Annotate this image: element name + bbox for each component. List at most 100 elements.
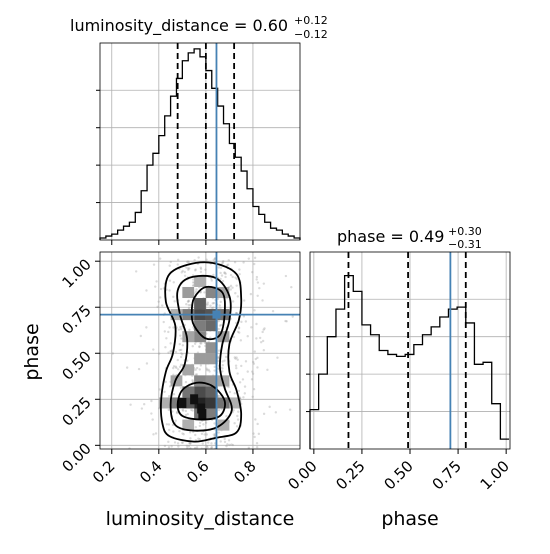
scatter-point <box>176 258 180 262</box>
scatter-point <box>217 327 220 331</box>
scatter-point <box>236 414 239 418</box>
scatter-point <box>150 399 153 403</box>
scatter-point <box>261 299 264 302</box>
scatter-point <box>221 360 224 363</box>
luminosity-title-main: luminosity_distance = 0.60 <box>70 16 288 36</box>
scatter-point <box>184 409 188 413</box>
tick-label-x-1: 0.4 <box>136 457 166 487</box>
tick-label-y-4: 1.00 <box>58 255 94 291</box>
scatter-point <box>185 266 188 269</box>
scatter-point <box>212 301 216 305</box>
scatter-point <box>200 432 204 436</box>
scatter-point <box>199 267 203 271</box>
scatter-point <box>187 261 191 264</box>
scatter-point <box>213 365 216 369</box>
scatter-point <box>181 432 184 435</box>
scatter-point <box>182 433 185 436</box>
scatter-point <box>209 304 212 307</box>
scatter-point <box>246 370 249 373</box>
scatter-point <box>187 300 190 303</box>
scatter-point <box>218 324 222 327</box>
scatter-point <box>167 423 171 426</box>
scatter-point <box>231 275 234 279</box>
scatter-point <box>210 279 213 282</box>
scatter-point <box>217 266 221 269</box>
scatter-point <box>129 403 132 406</box>
truth-marker <box>212 310 221 319</box>
scatter-point <box>234 364 238 367</box>
scatter-point <box>206 446 209 449</box>
luminosity-title-plus: +0.12 <box>294 14 328 27</box>
scatter-point <box>221 364 224 367</box>
scatter-point <box>134 270 138 273</box>
scatter-point <box>221 370 224 373</box>
scatter-point <box>237 389 241 393</box>
scatter-point <box>261 339 265 343</box>
scatter-point <box>187 306 191 310</box>
scatter-point <box>219 266 223 270</box>
scatter-point <box>221 262 224 265</box>
scatter-point <box>191 281 195 284</box>
scatter-point <box>170 445 173 448</box>
scatter-point <box>258 336 262 340</box>
scatter-point <box>164 345 167 349</box>
panel-frame <box>309 251 511 450</box>
density-cell <box>217 286 230 299</box>
scatter-point <box>194 373 198 376</box>
density-cell <box>194 397 206 409</box>
scatter-point <box>191 409 194 412</box>
density-cell <box>217 375 230 387</box>
scatter-point <box>194 268 197 271</box>
scatter-point <box>257 432 261 436</box>
scatter-point <box>168 289 171 292</box>
scatter-point <box>179 348 183 352</box>
scatter-point <box>290 285 293 289</box>
scatter-point <box>187 299 190 302</box>
scatter-point <box>186 300 190 303</box>
scatter-point <box>191 284 195 287</box>
tick-label-x-2: 0.50 <box>380 457 416 493</box>
luminosity-title: luminosity_distance = 0.60 <box>70 16 288 36</box>
scatter-point <box>179 334 182 337</box>
scatter-point <box>217 408 221 412</box>
scatter-point <box>176 368 180 371</box>
density-cell <box>182 397 195 409</box>
scatter-point <box>172 365 176 368</box>
scatter-point <box>193 259 196 262</box>
scatter-point <box>255 442 259 445</box>
scatter-point <box>204 268 207 271</box>
scatter-point <box>206 441 210 444</box>
scatter-point <box>176 442 180 445</box>
scatter-point <box>198 424 202 428</box>
scatter-point <box>176 358 179 362</box>
density-cell <box>205 353 218 365</box>
contour-panel: 0.2 0.4 0.6 0.8 0.00 0.25 0.50 0.75 1.00 <box>58 251 301 487</box>
scatter-point <box>253 435 256 439</box>
phase-histogram-panel: 0.00 0.25 0.50 0.75 1.00 <box>284 251 513 493</box>
panel-frame <box>99 42 301 241</box>
scatter-point <box>256 366 259 369</box>
scatter-point <box>168 264 171 267</box>
scatter-point <box>158 388 161 391</box>
scatter-point <box>213 369 216 372</box>
scatter-point <box>254 418 257 421</box>
scatter-point <box>262 412 266 416</box>
scatter-point <box>175 366 178 370</box>
scatter-point <box>188 431 192 434</box>
scatter-point <box>169 350 172 353</box>
density-cell <box>158 397 171 409</box>
scatter-point <box>218 304 221 307</box>
scatter-point <box>253 309 256 312</box>
scatter-point <box>222 259 225 263</box>
scatter-point <box>235 277 238 281</box>
scatter-point <box>167 428 171 432</box>
density-cell <box>205 320 218 332</box>
scatter-point <box>165 288 168 291</box>
scatter-point <box>238 268 241 271</box>
scatter-point <box>185 303 188 306</box>
scatter-point <box>169 350 173 353</box>
contour-level-1 <box>169 274 233 432</box>
x-axis-label-luminosity: luminosity_distance <box>106 508 295 530</box>
scatter-point <box>175 410 179 414</box>
scatter-point <box>195 373 199 376</box>
